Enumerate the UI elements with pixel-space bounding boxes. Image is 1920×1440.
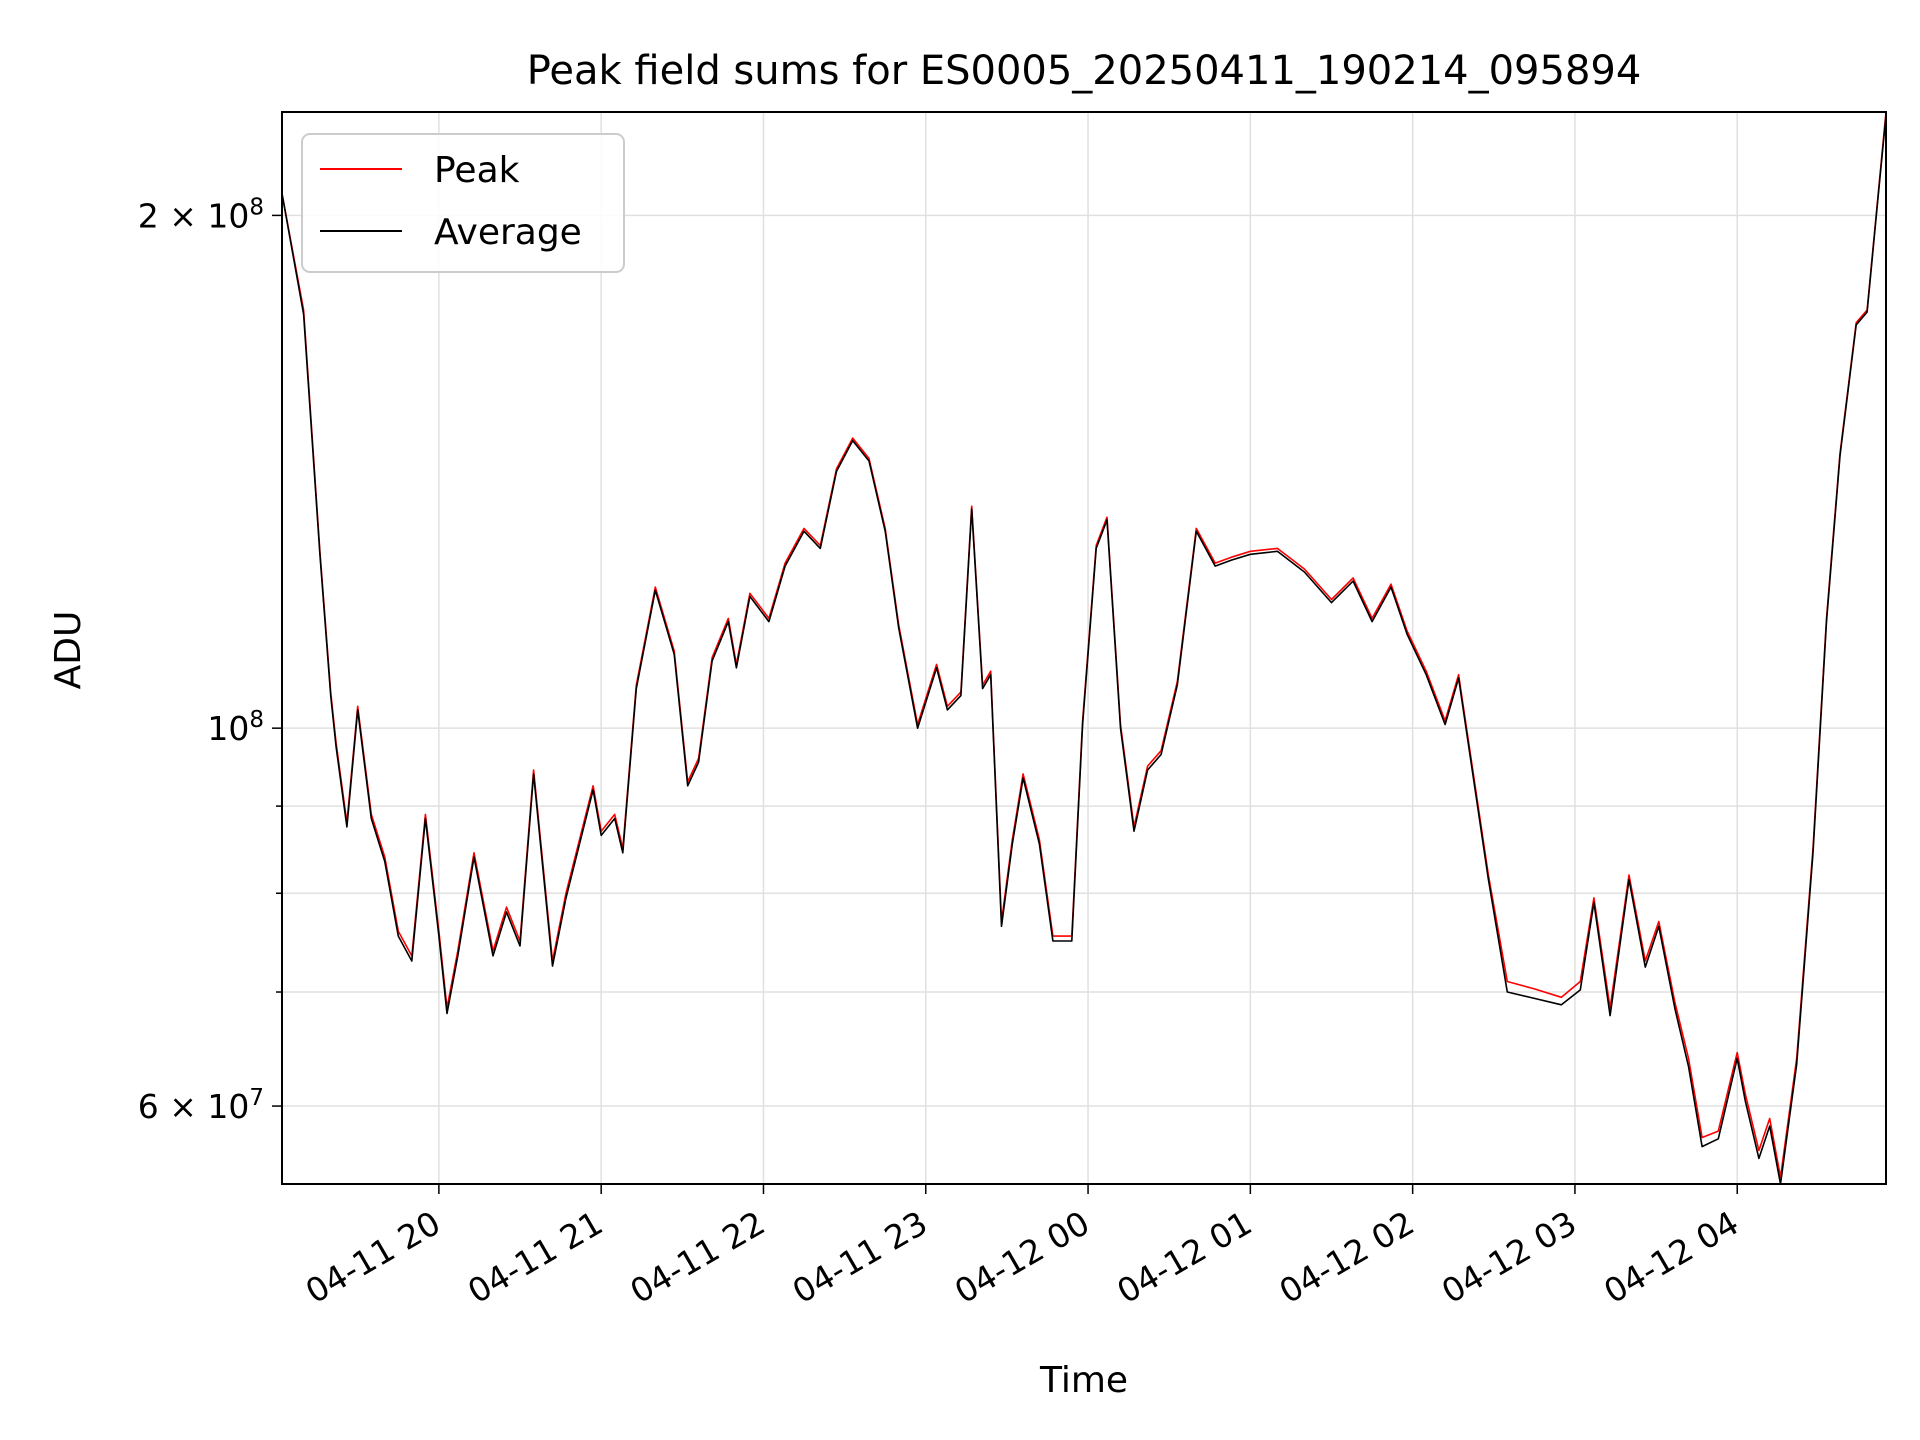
plot-frame (281, 111, 1887, 1185)
chart-title: Peak field sums for ES0005_20250411_1902… (527, 48, 1642, 94)
series-layer (282, 112, 1886, 1184)
y-tick-label: 6 × 107 (138, 1085, 264, 1126)
y-tick-label: 2 × 108 (138, 194, 264, 235)
x-axis-label: Time (1039, 1360, 1128, 1401)
legend-label-average: Average (434, 212, 582, 253)
grid (282, 112, 1886, 1184)
y-axis-label: ADU (48, 611, 89, 690)
y-axis: 6 × 107 108 2 × 108 (138, 194, 282, 1126)
series-line-average (282, 115, 1886, 1184)
legend: Peak Average (301, 133, 625, 273)
y-tick-label: 108 (207, 707, 264, 748)
legend-label-peak: Peak (434, 150, 520, 191)
